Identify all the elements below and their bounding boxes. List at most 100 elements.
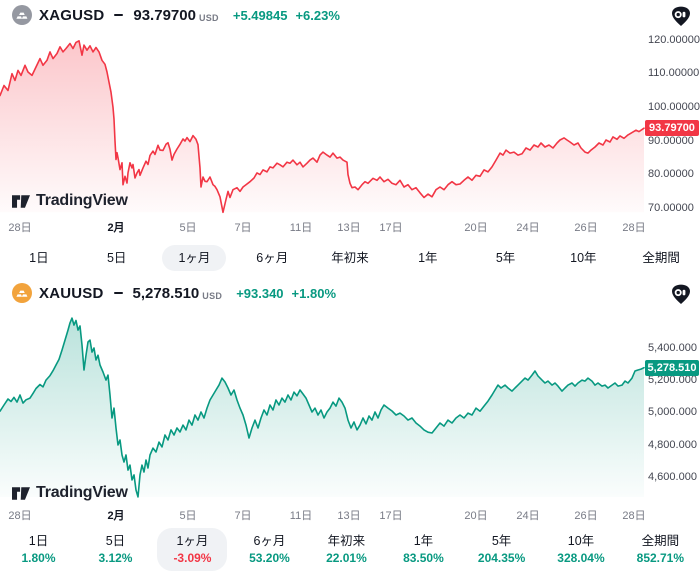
range-cell: 全期間	[622, 245, 700, 271]
tradingview-logo-badge[interactable]	[670, 283, 692, 305]
range-selector: 1日 5日 1ヶ月 6ヶ月 年初来 1年 5年 10年 全期間	[0, 245, 700, 271]
price-line	[0, 317, 645, 498]
symbol-header: XAGUSD 93.79700 USD +5.49845 +6.23%	[0, 0, 700, 30]
range-button-5日[interactable]: 5日	[91, 245, 142, 271]
range-change-percent: 3.12%	[98, 551, 133, 565]
range-change-percent: 852.71%	[636, 551, 685, 565]
range-cell: 10年	[544, 245, 622, 271]
tradingview-logo-badge[interactable]	[670, 5, 692, 27]
range-cell: 5年 204.35%	[462, 528, 541, 571]
x-axis-label: 2月	[107, 222, 125, 234]
range-button-年初来[interactable]: 年初来 22.01%	[310, 528, 383, 571]
last-price-badge: 5,278.510	[645, 359, 699, 376]
symbol-name[interactable]: XAUUSD	[39, 284, 104, 302]
tradingview-logo-icon	[12, 194, 30, 208]
x-axis-label: 7日	[234, 222, 252, 234]
x-axis-label: 17日	[379, 510, 403, 522]
range-button-1日[interactable]: 1日	[13, 245, 64, 271]
range-cell: 6ヶ月	[233, 245, 311, 271]
y-axis-label: 4,600.000	[648, 471, 697, 483]
x-axis-label: 24日	[516, 222, 540, 234]
x-axis-label: 7日	[234, 510, 252, 522]
range-button-label: 5日	[105, 534, 126, 548]
range-button-1年[interactable]: 1年 83.50%	[387, 528, 460, 571]
currency-label: USD	[202, 291, 223, 301]
tradingview-watermark[interactable]: TradingView	[12, 192, 128, 210]
range-button-1日[interactable]: 1日 1.80%	[5, 528, 71, 571]
range-change-percent: 1.80%	[21, 551, 56, 565]
y-axis-label: 70.00000	[648, 201, 694, 214]
x-axis-label: 28日	[622, 222, 646, 234]
watermark-label: TradingView	[36, 192, 128, 209]
currency-label: USD	[198, 13, 219, 23]
range-change-percent: 328.04%	[557, 551, 605, 565]
range-button-1ヶ月[interactable]: 1ヶ月 -3.09%	[157, 528, 228, 571]
range-cell: 5日 3.12%	[77, 528, 154, 571]
range-cell: 1年	[389, 245, 467, 271]
range-button-label: 10年	[570, 251, 597, 265]
range-change-percent: 204.35%	[477, 551, 526, 565]
x-axis-label: 28日	[622, 510, 646, 522]
tradingview-watermark[interactable]: TradingView	[12, 484, 128, 502]
gold-coin-icon	[12, 283, 32, 303]
change-absolute: +5.49845	[232, 7, 288, 23]
price-line	[0, 40, 645, 214]
range-button-6ヶ月[interactable]: 6ヶ月 53.20%	[233, 528, 306, 571]
y-axis-label: 5,200.000	[648, 373, 697, 386]
range-button-label: 全期間	[642, 251, 680, 265]
range-button-5日[interactable]: 5日 3.12%	[82, 528, 148, 571]
range-button-label: 5年	[495, 251, 516, 265]
x-axis-label: 5日	[179, 510, 197, 522]
x-axis-label: 24日	[516, 510, 540, 522]
range-button-年初来[interactable]: 年初来	[315, 245, 385, 271]
x-axis-label: 5日	[179, 222, 197, 234]
y-axis-label: 5,400.000	[648, 341, 697, 354]
range-button-label: 5日	[106, 251, 127, 265]
range-button-label: 1日	[28, 534, 49, 548]
y-axis-label: 110.00000	[648, 67, 700, 80]
range-button-10年[interactable]: 10年	[554, 245, 612, 271]
symbol-price: 93.79700	[133, 6, 196, 24]
range-button-5年[interactable]: 5年	[480, 245, 531, 271]
last-price-badge: 93.79700	[645, 120, 699, 137]
tradingview-badge-icon	[672, 284, 690, 304]
area-chart-svg[interactable]	[0, 30, 700, 220]
x-axis-label: 28日	[8, 222, 32, 234]
range-button-1年[interactable]: 1年	[402, 245, 453, 271]
range-button-全期間[interactable]: 全期間	[626, 245, 696, 271]
symbol-header: XAUUSD 5,278.510 USD +93.340 +1.80%	[0, 278, 700, 308]
area-chart-svg[interactable]	[0, 310, 700, 512]
price-chart[interactable]: 5,400.000 5,200.000 5,000.000 4,800.000 4,60…	[0, 310, 700, 512]
range-cell: 1年 83.50%	[385, 528, 462, 571]
range-button-全期間[interactable]: 全期間 852.71%	[621, 528, 700, 571]
range-button-label: 10年	[567, 534, 595, 548]
range-button-10年[interactable]: 10年 328.04%	[541, 528, 620, 571]
x-axis-label: 13日	[337, 510, 361, 522]
dash-icon	[114, 13, 124, 17]
range-button-label: 1日	[29, 251, 49, 265]
x-axis-label: 13日	[337, 222, 361, 234]
range-cell: 1日 1.80%	[0, 528, 77, 571]
x-axis-label: 11日	[289, 510, 313, 522]
range-cell: 全期間 852.71%	[621, 528, 700, 571]
y-axis-label: 100.00000	[648, 100, 700, 113]
y-axis-label: 5,000.000	[648, 406, 697, 419]
silver-coin-icon	[12, 5, 32, 25]
range-cell: 5年	[467, 245, 545, 271]
range-button-5年[interactable]: 5年 204.35%	[462, 528, 541, 571]
symbol-name[interactable]: XAGUSD	[39, 6, 105, 24]
change-absolute: +93.340	[236, 285, 284, 301]
range-change-percent: 53.20%	[249, 551, 290, 565]
range-button-label: 1ヶ月	[176, 534, 209, 548]
y-axis-label: 90.00000	[648, 134, 694, 147]
price-chart[interactable]: 120.00000 110.00000 100.00000 90.00000 80.00…	[0, 30, 700, 220]
range-cell: 5日	[78, 245, 156, 271]
range-change-percent: 22.01%	[326, 551, 367, 565]
range-button-1ヶ月[interactable]: 1ヶ月	[162, 245, 227, 271]
range-button-6ヶ月[interactable]: 6ヶ月	[240, 245, 304, 271]
range-button-label: 5年	[491, 534, 512, 548]
range-cell: 6ヶ月 53.20%	[231, 528, 308, 571]
y-axis-label: 80.00000	[648, 168, 694, 181]
area-fill	[0, 318, 644, 497]
y-axis-label: 4,800.000	[648, 438, 697, 451]
